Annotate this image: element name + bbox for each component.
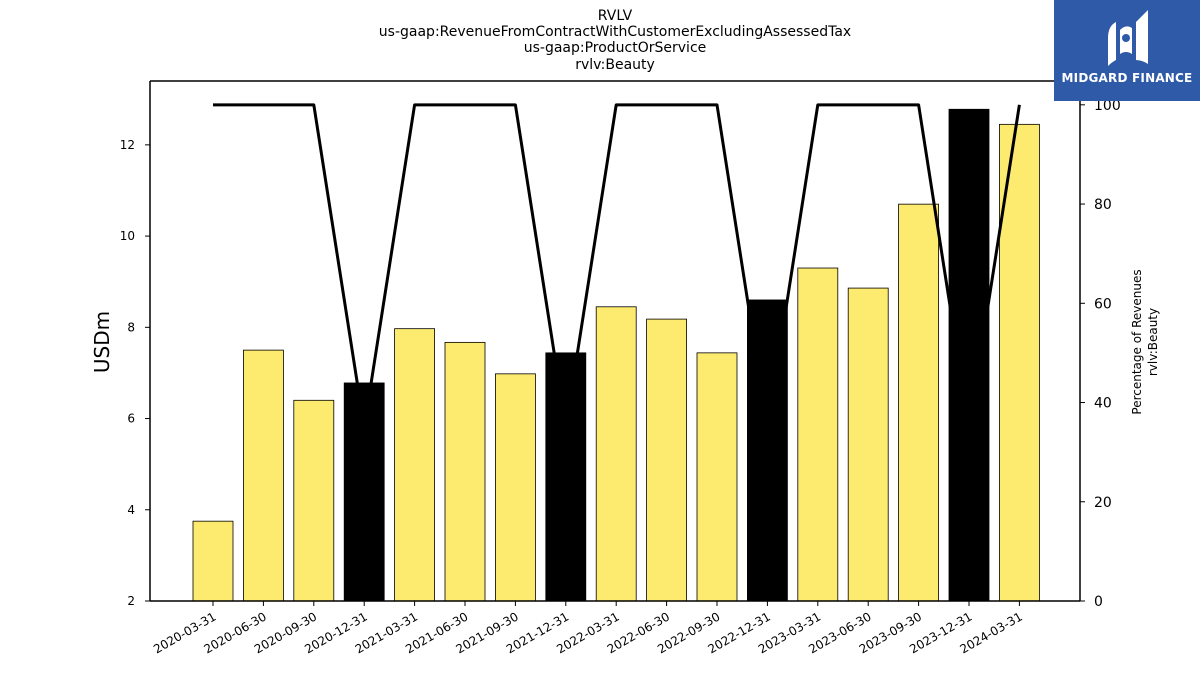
bar-2020-09-30 (293, 399, 335, 602)
axes (149, 80, 1081, 602)
y-left-tick-label: 6 (127, 412, 135, 426)
y-right-tick-label: 60 (1094, 296, 1112, 312)
bar-series (192, 108, 1040, 602)
percentage-line (213, 103, 1021, 429)
y-right-tick-label: 100 (1094, 98, 1121, 114)
bar-2021-12-31 (545, 352, 587, 602)
logo-mark-icon (1108, 10, 1148, 66)
bar-2023-03-31 (797, 267, 839, 602)
y-right-tick-label: 80 (1094, 197, 1112, 213)
bar-2024-03-31 (999, 123, 1040, 602)
bar-2023-06-30 (847, 287, 889, 602)
bar-2021-03-31 (394, 328, 436, 602)
logo-text: MIDGARD FINANCE (1061, 71, 1193, 85)
bar-2020-12-31 (343, 382, 385, 602)
bar-2020-03-31 (192, 520, 234, 602)
y-right-tick-label: 0 (1094, 594, 1103, 610)
chart-title-line-2: us-gaap:RevenueFromContractWithCustomerE… (379, 24, 851, 40)
chart-title-line-1: RVLV (598, 8, 633, 24)
bar-2021-06-30 (444, 341, 486, 602)
y-right-tick-label: 20 (1094, 495, 1112, 511)
y-right-tick-label: 40 (1094, 396, 1112, 412)
chart-title-line-4: rvlv:Beauty (575, 57, 655, 73)
y-left-tick-label: 2 (127, 594, 135, 608)
y-axis-right-label-line-1: Percentage of Revenues (1130, 269, 1144, 414)
percentage-line-series (213, 103, 1021, 429)
y-left-tick-label: 8 (127, 320, 135, 334)
y-left-tick-label: 4 (127, 503, 135, 517)
y-left-tick-label: 10 (120, 229, 135, 243)
bar-2023-09-30 (898, 203, 939, 602)
chart-title-line-3: us-gaap:ProductOrService (524, 40, 707, 56)
bar-2022-03-31 (595, 306, 637, 602)
x-axis-ticks: 2020-03-312020-06-302020-09-302020-12-31… (151, 601, 1025, 656)
bar-2020-06-30 (242, 349, 284, 602)
bar-2022-06-30 (646, 318, 687, 602)
y-axis-left-label: USDm (90, 311, 114, 373)
y-axis-right-label-line-2: rvlv:Beauty (1146, 308, 1160, 376)
y-left-tick-label: 12 (120, 138, 135, 152)
y-axis-left-ticks: 2 4 6 8 10 12 (120, 138, 150, 608)
bar-2021-09-30 (494, 373, 536, 602)
company-logo: MIDGARD FINANCE (1054, 0, 1200, 101)
y-axis-right-ticks: 0 20 40 60 80 100 (1080, 98, 1121, 610)
bar-2022-09-30 (696, 352, 738, 602)
bar-2023-12-31 (948, 108, 990, 602)
chart-title: RVLV us-gaap:RevenueFromContractWithCust… (379, 8, 851, 73)
